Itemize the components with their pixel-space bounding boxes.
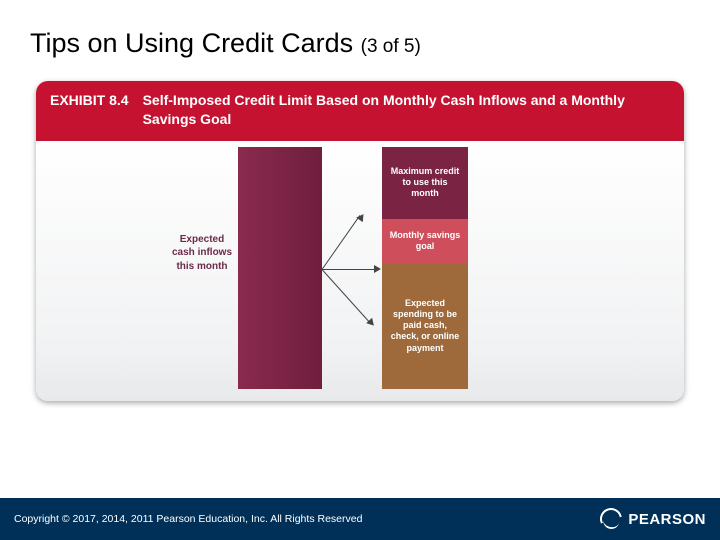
- title-sub: (3 of 5): [361, 36, 421, 57]
- title-main: Tips on Using Credit Cards: [30, 28, 361, 58]
- exhibit-header: EXHIBIT 8.4 Self-Imposed Credit Limit Ba…: [36, 81, 684, 141]
- copyright-text: Copyright © 2017, 2014, 2011 Pearson Edu…: [14, 513, 362, 525]
- arrow-head-icon: [374, 265, 381, 273]
- slide: Tips on Using Credit Cards (3 of 5) EXHI…: [0, 0, 720, 540]
- left-bar-label: Expected cash inflows this month: [172, 233, 232, 274]
- exhibit-body: Expected cash inflows this month Maximum…: [36, 141, 684, 401]
- right-bar-segment: Maximum credit to use this month: [382, 147, 468, 219]
- brand-logo: PEARSON: [600, 508, 706, 530]
- arrow-line: [322, 269, 371, 323]
- pearson-swoosh-icon: [600, 508, 622, 530]
- exhibit-title: Self-Imposed Credit Limit Based on Month…: [143, 91, 670, 129]
- arrow-line: [322, 269, 374, 270]
- title-area: Tips on Using Credit Cards (3 of 5): [0, 0, 720, 59]
- left-bar: [238, 147, 322, 389]
- slide-title: Tips on Using Credit Cards (3 of 5): [30, 28, 690, 59]
- right-bar-segment: Monthly savings goal: [382, 219, 468, 263]
- right-bar-segment: Expected spending to be paid cash, check…: [382, 263, 468, 389]
- exhibit: EXHIBIT 8.4 Self-Imposed Credit Limit Ba…: [36, 81, 684, 401]
- arrow-head-icon: [356, 212, 367, 222]
- footer: Copyright © 2017, 2014, 2011 Pearson Edu…: [0, 498, 720, 540]
- brand-name: PEARSON: [628, 511, 706, 528]
- exhibit-label: EXHIBIT 8.4: [50, 91, 129, 108]
- right-bar: Maximum credit to use this monthMonthly …: [382, 147, 468, 389]
- arrow-line: [322, 215, 361, 270]
